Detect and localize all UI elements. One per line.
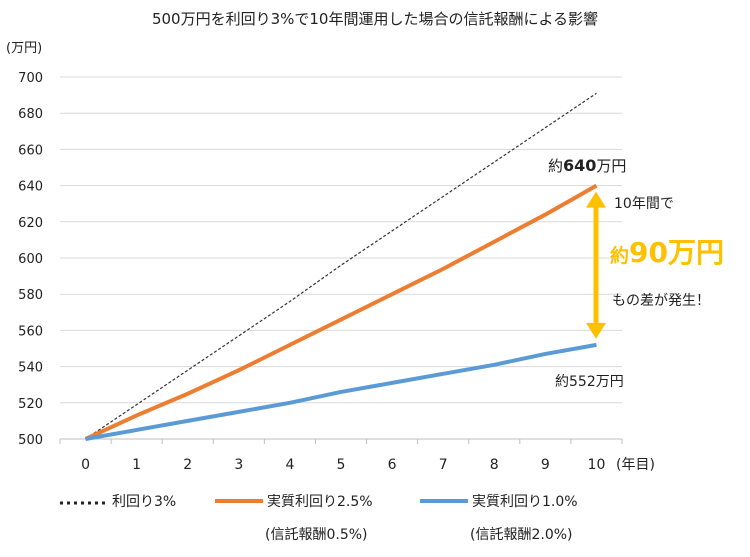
x-axis-label: (年目): [616, 457, 655, 473]
chart-title: 500万円を利回り3%で10年間運用した場合の信託報酬による影響: [152, 10, 598, 28]
y-tick-label: 660: [18, 143, 43, 158]
x-tick-label: 4: [285, 457, 294, 473]
annotation-difference: もの差が発生！: [612, 293, 710, 309]
legend-sublabel: (信託報酬2.0%): [470, 527, 573, 543]
x-tick-label: 10: [588, 457, 606, 473]
annotation-552: 約552万円: [555, 374, 624, 390]
y-tick-label: 620: [18, 216, 43, 231]
y-tick-label: 540: [18, 361, 43, 376]
y-tick-label: 500: [18, 433, 43, 448]
annotation-640: 約640万円: [548, 156, 626, 175]
x-tick-label: 5: [337, 457, 346, 473]
series-line-1: [84, 183, 598, 441]
y-tick-label: 700: [18, 71, 43, 86]
x-tick-label: 9: [541, 457, 550, 473]
x-tick-label: 7: [439, 457, 448, 473]
arrow-down-head-icon: [586, 322, 606, 339]
x-tick-label: 8: [490, 457, 499, 473]
x-tick-label: 6: [388, 457, 397, 473]
legend-label: 実質利回り2.5%: [267, 494, 373, 510]
y-tick-label: 560: [18, 324, 43, 339]
x-tick-label: 1: [132, 457, 141, 473]
legend-label: 利回り3%: [112, 494, 176, 510]
legend-label: 実質利回り1.0%: [472, 494, 578, 510]
annotation-90man: 約90万円: [610, 236, 724, 269]
legend-sublabel: (信託報酬0.5%): [265, 527, 368, 543]
series-line-0: [85, 92, 597, 440]
y-tick-label: 520: [18, 397, 43, 412]
y-tick-label: 600: [18, 252, 43, 267]
x-tick-label: 3: [234, 457, 243, 473]
y-tick-label: 640: [18, 180, 43, 195]
y-tick-label: 680: [18, 107, 43, 122]
arrow-up-head-icon: [586, 191, 606, 208]
annotation-10years: 10年間で: [614, 196, 674, 212]
y-tick-label: 580: [18, 288, 43, 303]
x-tick-label: 0: [81, 457, 90, 473]
y-axis-label: (万円): [6, 41, 42, 56]
x-tick-label: 2: [183, 457, 192, 473]
